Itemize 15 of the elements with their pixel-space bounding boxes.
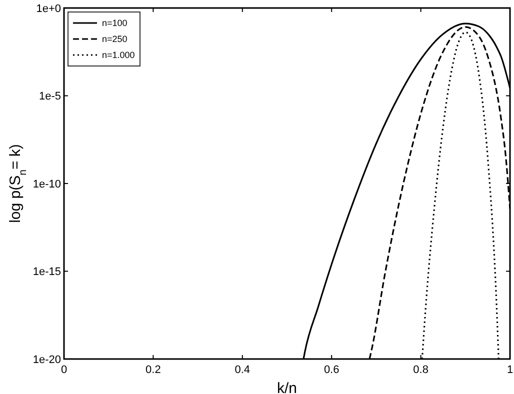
- y-tick-label: 1e-10: [32, 178, 61, 190]
- legend-label: n=250: [102, 34, 128, 44]
- y-tick-label: 1e-15: [32, 266, 61, 278]
- y-tick-label: 1e-5: [38, 90, 61, 103]
- x-tick-label: 0.6: [324, 364, 340, 376]
- legend-label: n=1.000: [102, 50, 135, 60]
- x-tick-label: 0: [60, 364, 68, 376]
- x-tick-label: 0.8: [413, 364, 428, 376]
- x-axis-title: k/n: [276, 380, 298, 394]
- x-tick-label: 0.4: [234, 364, 250, 376]
- y-tick-label: 1e-20: [32, 354, 61, 366]
- y-tick-label: 1e+0: [36, 2, 61, 15]
- legend-label: n=100: [102, 18, 128, 28]
- x-tick-label: 0.2: [146, 364, 161, 376]
- x-tick-label: 1: [506, 364, 514, 376]
